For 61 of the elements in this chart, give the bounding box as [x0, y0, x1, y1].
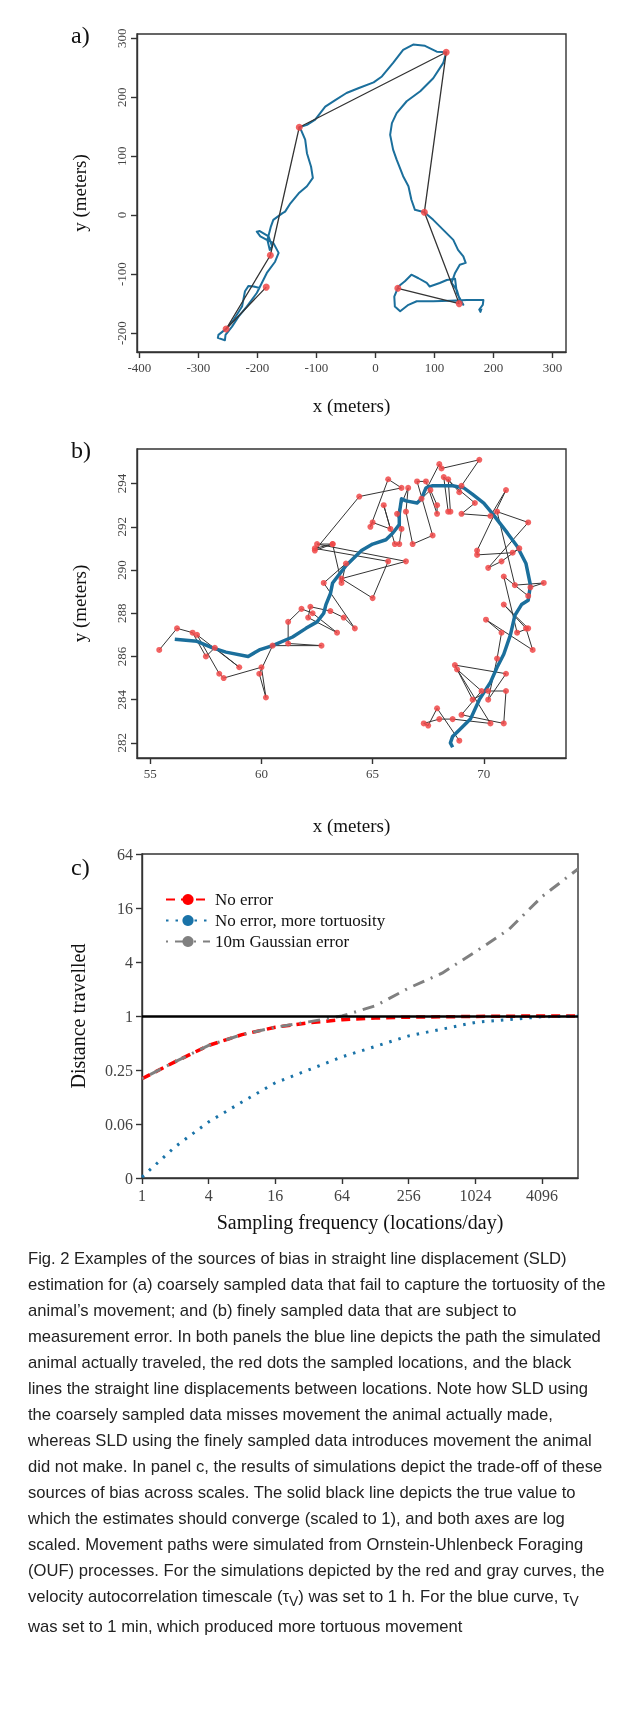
- line-series: [173, 483, 533, 749]
- x-tick-label: 65: [366, 766, 380, 781]
- x-tick-label: 0: [372, 360, 379, 375]
- y-tick-label: 288: [114, 603, 129, 623]
- point: [420, 208, 428, 216]
- x-tick-label: -100: [304, 360, 329, 375]
- x-tick-label: 4: [204, 1186, 213, 1204]
- y-axis-title: y (meters): [69, 564, 91, 643]
- legend-label: No error, more tortuosity: [215, 911, 386, 930]
- y-tick-label: 4: [125, 953, 133, 971]
- x-tick-label: 200: [483, 360, 504, 375]
- y-tick-label: 0: [125, 1169, 133, 1187]
- x-tick-label: -300: [186, 360, 211, 375]
- point: [266, 251, 274, 259]
- chart-title: a): [71, 22, 90, 48]
- x-tick-label: -200: [245, 360, 270, 375]
- x-tick-label: 60: [254, 766, 268, 781]
- y-tick-label: 282: [114, 733, 129, 753]
- y-tick-label: 300: [114, 28, 129, 48]
- x-tick-label: -400: [127, 360, 152, 375]
- y-axis-title: Distance travelled: [67, 943, 89, 1089]
- legend-label: No error: [215, 890, 274, 909]
- y-tick-label: 100: [114, 146, 129, 166]
- y-tick-label: -100: [114, 262, 129, 287]
- x-tick-label: 4096: [526, 1186, 559, 1204]
- y-tick-label: 0.06: [105, 1115, 133, 1133]
- point: [262, 283, 270, 291]
- y-tick-label: 290: [114, 560, 129, 580]
- x-tick-label: 1024: [459, 1186, 492, 1204]
- line-series: [216, 43, 485, 342]
- x-tick-label: 256: [396, 1186, 421, 1204]
- chart-title: c): [71, 854, 90, 880]
- x-tick-label: 64: [334, 1186, 351, 1204]
- point: [442, 48, 450, 56]
- y-tick-label: 64: [117, 845, 133, 863]
- y-tick-label: 292: [114, 517, 129, 537]
- y-tick-label: -200: [114, 321, 129, 346]
- y-tick-label: 0.25: [105, 1061, 133, 1079]
- x-tick-label: 300: [542, 360, 563, 375]
- x-tick-label: 70: [477, 766, 491, 781]
- x-tick-label: 100: [424, 360, 445, 375]
- y-tick-label: 286: [114, 646, 129, 667]
- point: [394, 284, 402, 292]
- x-axis-title: x (meters): [312, 815, 391, 837]
- legend-label: 10m Gaussian error: [215, 932, 350, 951]
- x-tick-label: 16: [267, 1186, 284, 1204]
- x-tick-label: 1: [138, 1186, 146, 1204]
- x-axis-title: x (meters): [312, 395, 391, 417]
- y-tick-label: 284: [114, 689, 129, 710]
- text: Fig. 2 Examples of the sources of bias in straight line displacement (SLD) estimation for (a) coarsely sampled data that fail to capture the tortuosity of the animal’s movement; and (b) finely sampled data that are subject to measurement error. In both panels the blue line depicts the path the simulated animal actually traveled, the red dots the sampled locations, and the black lines the straight line displacements between locations. Note how SLD using the coarsely sampled data misses movement the animal actually made, whereas SLD using the finely sampled data introduces movement the animal did not make. In panel c, the results of simulations depict the trade-off of these sources of bias across scales. The solid black line depicts the true value to which the estimates should converge (scaled to 1), and both axes are log scaled. Movement paths were simulated from Ornstein-Uhlenbeck Foraging (OUF) processes. For the simulations depicted by the red and gray curves, the velocity autocorrelation timescale (τ$_{V}$) was set to 1 h. For the blue curve, τ$_{V}$ was set to 1 min, which produced more tortuous movement: [28, 1249, 606, 1637]
- x-tick-label: 55: [143, 766, 157, 781]
- point: [455, 300, 463, 308]
- y-tick-label: 0: [114, 211, 129, 219]
- y-tick-label: 294: [114, 473, 129, 494]
- y-tick-label: 1: [125, 1007, 133, 1025]
- x-axis-title: Sampling frequency (locations/day): [216, 1211, 504, 1234]
- y-tick-label: 16: [117, 899, 133, 917]
- chart-title: b): [71, 437, 91, 463]
- y-axis-title: y (meters): [69, 154, 91, 232]
- y-tick-label: 200: [114, 87, 129, 107]
- point: [295, 123, 303, 131]
